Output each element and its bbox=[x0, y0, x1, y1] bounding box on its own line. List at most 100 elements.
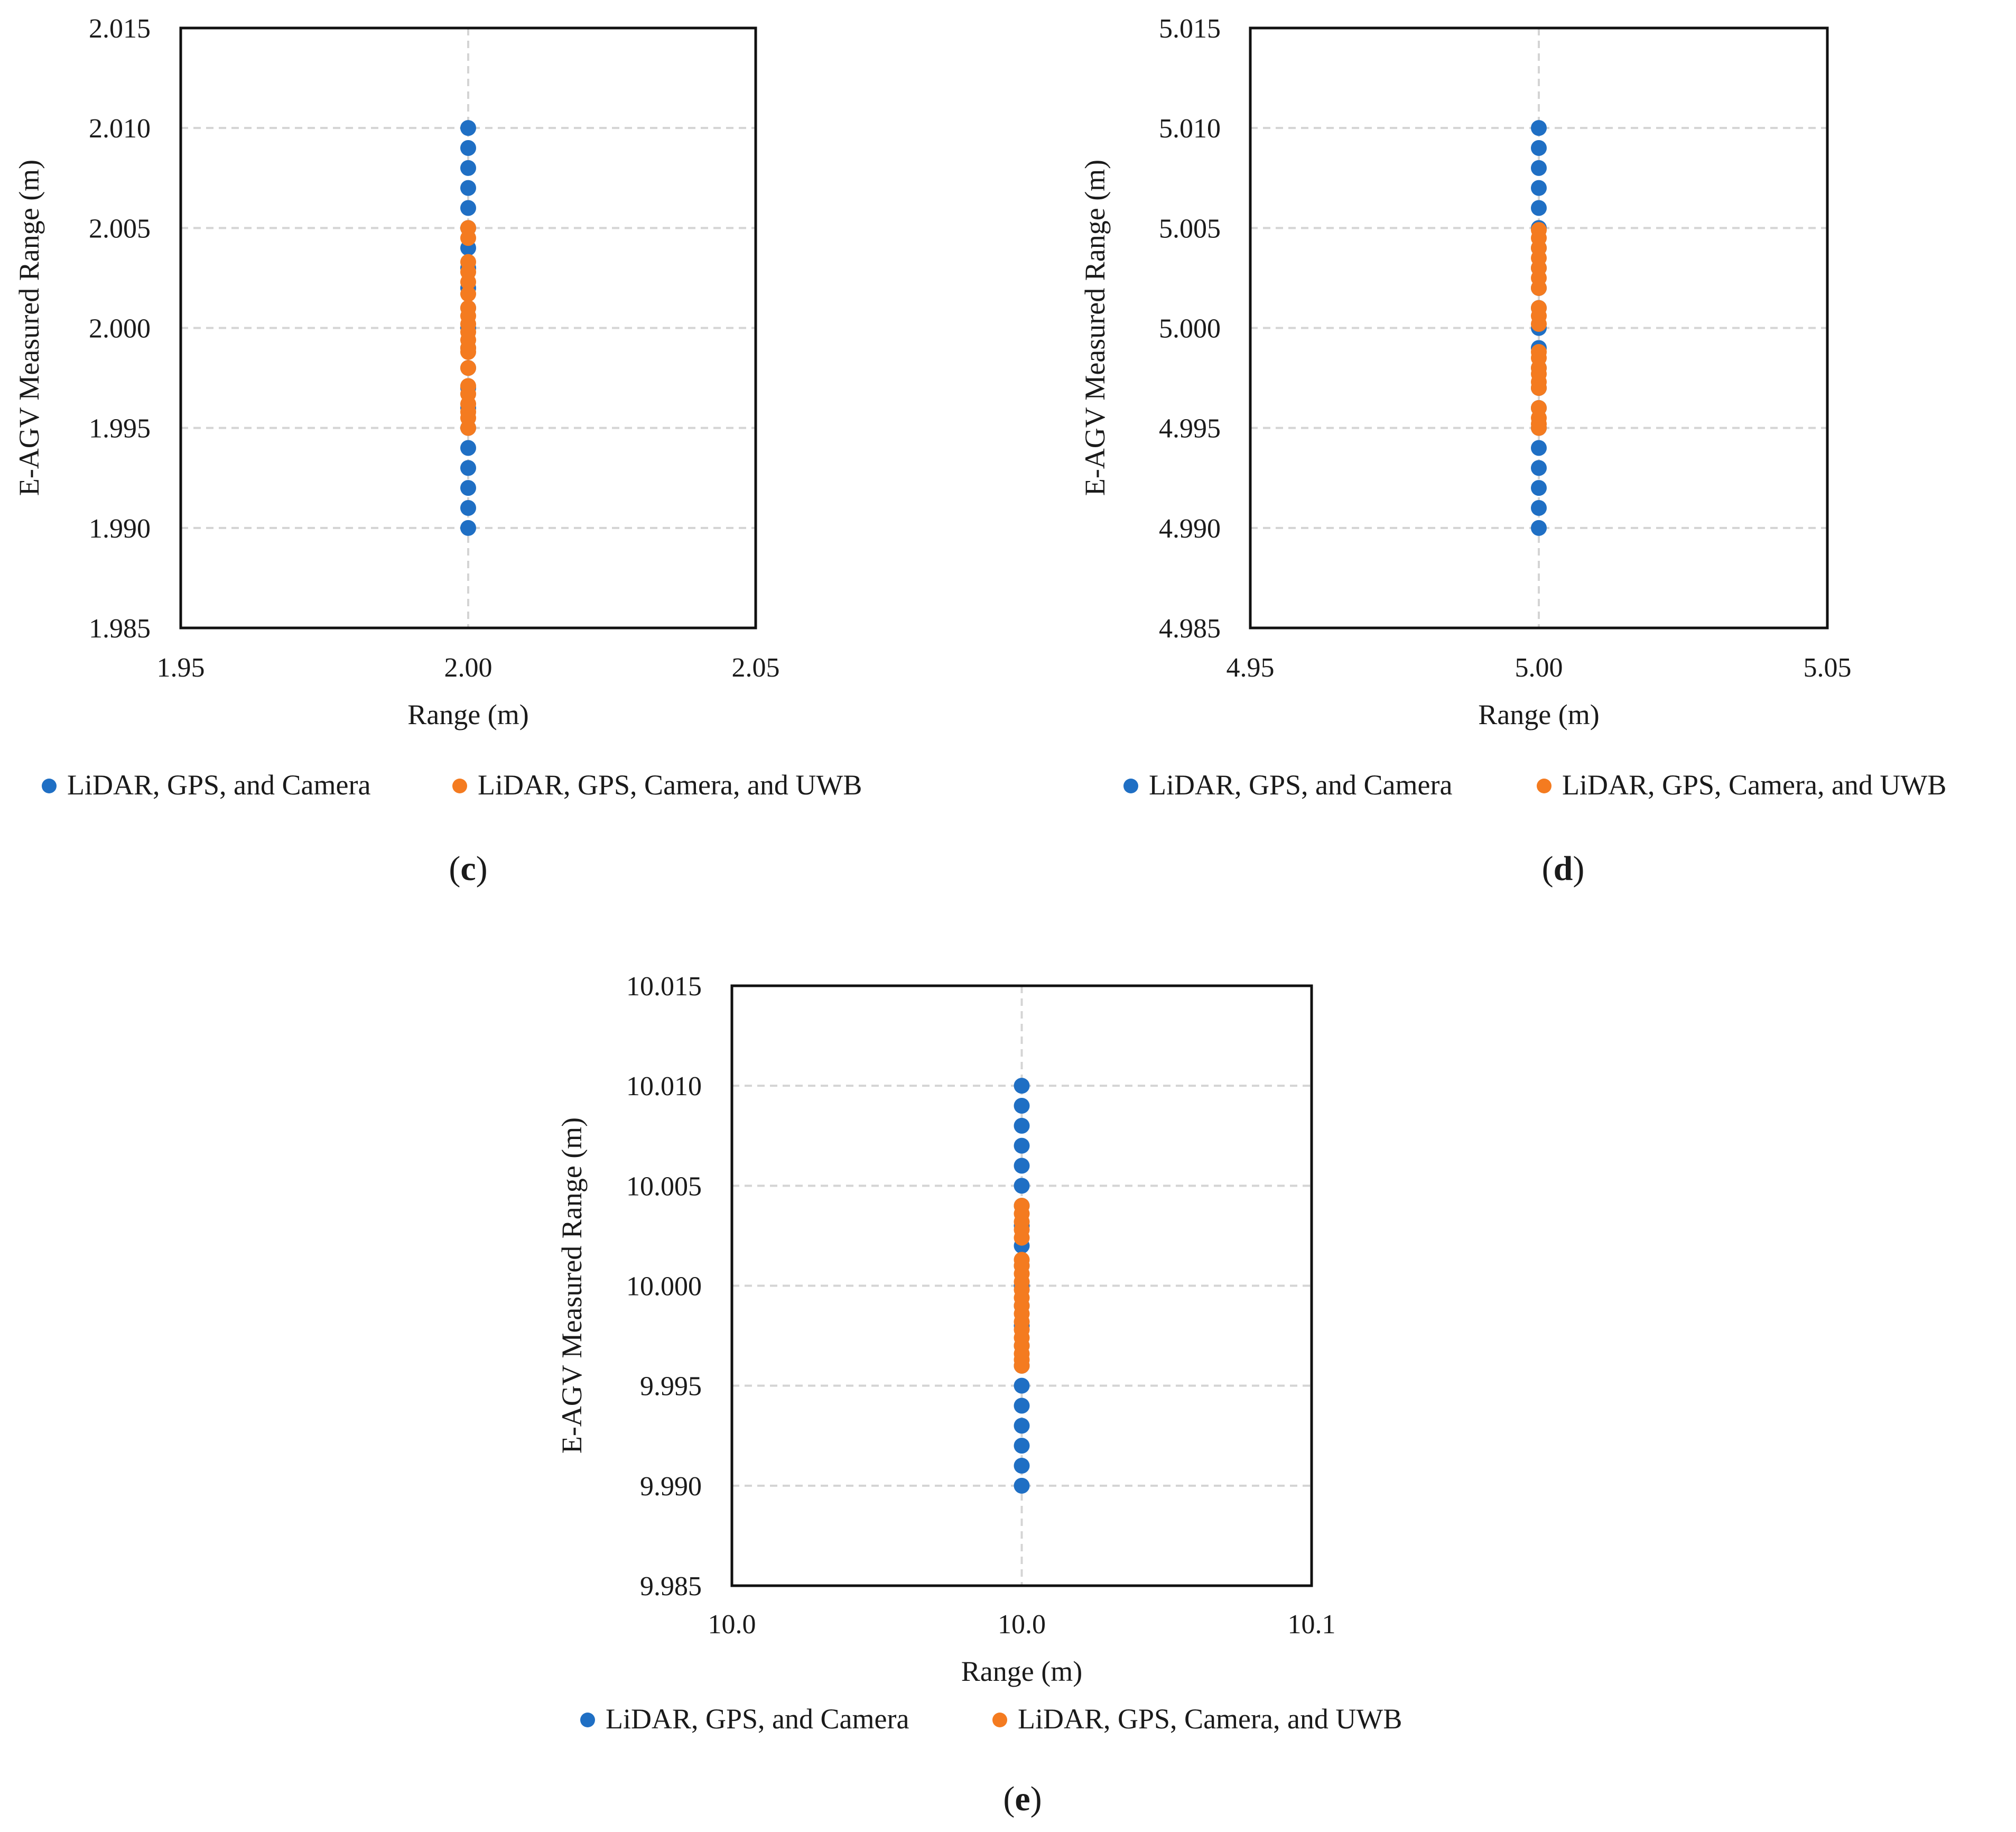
data-point bbox=[1531, 280, 1547, 296]
plot-area-border bbox=[1249, 26, 1829, 630]
legend-label: LiDAR, GPS, and Camera bbox=[1149, 769, 1452, 801]
data-point bbox=[1531, 200, 1547, 216]
plot-area-border bbox=[730, 984, 1313, 1587]
data-point bbox=[1531, 180, 1547, 196]
y-tick-label: 9.990 bbox=[640, 1472, 702, 1502]
legend-label: LiDAR, GPS, and Camera bbox=[606, 1703, 909, 1735]
data-point bbox=[1014, 1158, 1030, 1174]
x-tick-label: 1.95 bbox=[157, 653, 205, 683]
panel-label-close: ) bbox=[476, 849, 488, 888]
y-axis-title: E-AGV Measured Range (m) bbox=[13, 160, 45, 496]
data-point bbox=[1014, 1098, 1030, 1114]
data-point bbox=[1531, 120, 1547, 136]
data-point bbox=[1531, 520, 1547, 536]
data-point bbox=[1531, 420, 1547, 436]
data-point bbox=[460, 230, 476, 246]
data-point bbox=[460, 160, 476, 176]
legend-marker bbox=[1123, 779, 1138, 793]
y-axis-title: E-AGV Measured Range (m) bbox=[556, 1117, 588, 1454]
y-tick-label: 1.995 bbox=[89, 414, 151, 444]
y-tick-label: 2.015 bbox=[89, 14, 151, 44]
y-tick-label: 2.000 bbox=[89, 314, 151, 344]
panel-label: (e) bbox=[1003, 1780, 1042, 1818]
data-point bbox=[460, 200, 476, 216]
y-tick-label: 5.005 bbox=[1159, 214, 1221, 244]
panel-label-open: ( bbox=[1542, 849, 1554, 888]
data-point bbox=[1014, 1398, 1030, 1414]
x-tick-label: 10.0 bbox=[998, 1609, 1046, 1640]
data-point bbox=[460, 480, 476, 496]
x-tick-label: 4.95 bbox=[1227, 653, 1275, 683]
data-point bbox=[1014, 1178, 1030, 1194]
y-axis-title: E-AGV Measured Range (m) bbox=[1079, 160, 1111, 496]
data-point bbox=[1014, 1229, 1030, 1246]
y-tick-label: 10.015 bbox=[626, 971, 702, 1002]
y-tick-label: 5.000 bbox=[1159, 314, 1221, 344]
data-point bbox=[1531, 140, 1547, 156]
data-point bbox=[1014, 1458, 1030, 1474]
data-point bbox=[460, 180, 476, 196]
legend-label: LiDAR, GPS, Camera, and UWB bbox=[1562, 769, 1946, 801]
panel-label-open: ( bbox=[449, 849, 460, 888]
data-point bbox=[1531, 380, 1547, 396]
x-tick-label: 2.00 bbox=[444, 653, 493, 683]
panel-label-letter: c bbox=[460, 849, 476, 888]
legend-marker bbox=[580, 1713, 595, 1727]
data-point bbox=[1014, 1137, 1030, 1154]
data-point bbox=[1014, 1117, 1030, 1134]
data-point bbox=[460, 344, 476, 360]
y-tick-label: 5.010 bbox=[1159, 114, 1221, 144]
data-point bbox=[460, 286, 476, 302]
data-point bbox=[1531, 480, 1547, 496]
panel-label-letter: d bbox=[1554, 849, 1573, 888]
y-tick-label: 2.005 bbox=[89, 214, 151, 244]
legend-label: LiDAR, GPS, Camera, and UWB bbox=[478, 769, 862, 801]
legend-marker bbox=[42, 779, 57, 793]
x-tick-label: 10.0 bbox=[708, 1609, 756, 1640]
series-1 bbox=[1531, 222, 1547, 436]
series-1 bbox=[460, 220, 476, 436]
data-point bbox=[1014, 1377, 1030, 1394]
plot-area-border bbox=[179, 26, 757, 630]
y-tick-label: 5.015 bbox=[1159, 14, 1221, 44]
data-point bbox=[1014, 1438, 1030, 1454]
y-tick-label: 10.010 bbox=[626, 1071, 702, 1102]
data-point bbox=[460, 460, 476, 476]
y-tick-label: 1.990 bbox=[89, 514, 151, 544]
x-tick-label: 2.05 bbox=[732, 653, 780, 683]
data-point bbox=[1014, 1477, 1030, 1494]
x-tick-label: 10.1 bbox=[1288, 1609, 1336, 1640]
legend-label: LiDAR, GPS, and Camera bbox=[67, 769, 370, 801]
y-tick-label: 4.985 bbox=[1159, 614, 1221, 644]
series-1 bbox=[1014, 1198, 1030, 1374]
x-axis-title: Range (m) bbox=[407, 699, 528, 730]
panel-label-close: ) bbox=[1573, 849, 1584, 888]
y-tick-label: 10.005 bbox=[626, 1171, 702, 1201]
x-tick-label: 5.05 bbox=[1804, 653, 1852, 683]
legend-marker bbox=[992, 1713, 1007, 1727]
data-point bbox=[460, 520, 476, 536]
data-point bbox=[1531, 460, 1547, 476]
x-axis-title: Range (m) bbox=[961, 1655, 1082, 1687]
data-point bbox=[1531, 316, 1547, 332]
y-tick-label: 4.990 bbox=[1159, 514, 1221, 544]
data-point bbox=[1531, 160, 1547, 176]
data-point bbox=[1014, 1418, 1030, 1434]
data-point bbox=[460, 500, 476, 516]
legend-marker bbox=[452, 779, 467, 793]
data-point bbox=[1014, 1357, 1030, 1374]
data-point bbox=[460, 420, 476, 436]
panel-label: (c) bbox=[449, 849, 487, 888]
panel-label-open: ( bbox=[1003, 1780, 1015, 1818]
data-point bbox=[460, 440, 476, 456]
data-point bbox=[1531, 500, 1547, 516]
chart-panel-e: 10.01510.01010.00510.0009.9959.9909.9851… bbox=[556, 971, 1402, 1818]
legend-label: LiDAR, GPS, Camera, and UWB bbox=[1018, 1703, 1402, 1735]
data-point bbox=[460, 120, 476, 136]
panel-label-letter: e bbox=[1015, 1780, 1030, 1818]
y-tick-label: 1.985 bbox=[89, 614, 151, 644]
y-tick-label: 10.000 bbox=[626, 1272, 702, 1302]
data-point bbox=[1531, 440, 1547, 456]
